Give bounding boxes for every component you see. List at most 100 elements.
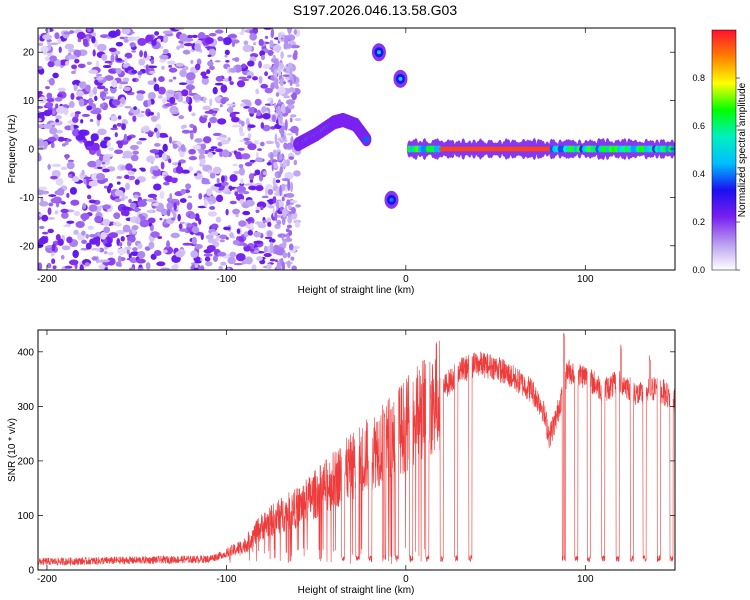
noise-speckle bbox=[226, 103, 236, 107]
noise-speckle bbox=[290, 206, 296, 214]
noise-speckle bbox=[96, 85, 106, 90]
noise-speckle bbox=[204, 110, 213, 114]
blob-core bbox=[376, 50, 381, 55]
noise-speckle bbox=[40, 196, 44, 203]
heatmap-x-tick-label: -200 bbox=[37, 274, 57, 285]
noise-speckle bbox=[57, 136, 65, 142]
noise-speckle bbox=[104, 178, 109, 183]
noise-speckle bbox=[229, 174, 238, 182]
noise-speckle bbox=[281, 235, 284, 241]
noise-speckle bbox=[72, 249, 79, 259]
noise-speckle bbox=[45, 101, 54, 108]
noise-speckle bbox=[286, 224, 292, 229]
noise-speckle bbox=[255, 88, 260, 95]
noise-speckle bbox=[95, 159, 101, 166]
noise-speckle bbox=[146, 155, 155, 163]
noise-speckle bbox=[284, 171, 294, 180]
noise-speckle bbox=[277, 32, 282, 42]
noise-speckle bbox=[79, 264, 84, 270]
noise-speckle bbox=[285, 193, 295, 198]
noise-speckle bbox=[39, 200, 49, 207]
noise-speckle bbox=[122, 209, 130, 217]
noise-speckle bbox=[166, 209, 171, 217]
noise-speckle bbox=[231, 124, 241, 128]
noise-speckle bbox=[88, 97, 93, 106]
noise-speckle bbox=[279, 184, 282, 197]
noise-speckle bbox=[263, 253, 272, 258]
noise-speckle bbox=[71, 64, 78, 70]
noise-speckle bbox=[275, 92, 280, 97]
noise-speckle bbox=[114, 198, 122, 203]
noise-speckle bbox=[106, 235, 111, 244]
noise-speckle bbox=[63, 224, 71, 228]
noise-speckle bbox=[90, 109, 101, 115]
noise-speckle bbox=[224, 49, 230, 56]
noise-speckle bbox=[136, 113, 145, 118]
noise-speckle bbox=[81, 230, 86, 236]
noise-speckle bbox=[131, 224, 139, 231]
noise-speckle bbox=[286, 132, 293, 136]
noise-speckle bbox=[281, 208, 287, 218]
noise-speckle bbox=[86, 28, 92, 33]
noise-speckle bbox=[198, 149, 206, 155]
noise-speckle bbox=[278, 139, 288, 143]
noise-speckle bbox=[99, 153, 103, 162]
noise-speckle bbox=[70, 199, 80, 206]
noise-speckle bbox=[220, 139, 230, 145]
noise-speckle bbox=[157, 236, 163, 239]
noise-speckle bbox=[249, 32, 257, 41]
noise-speckle bbox=[116, 122, 123, 127]
noise-speckle bbox=[50, 251, 55, 257]
noise-speckle bbox=[209, 206, 216, 210]
noise-speckle bbox=[229, 81, 234, 86]
noise-speckle bbox=[177, 213, 181, 222]
heatmap-y-tick-label: -20 bbox=[20, 241, 35, 252]
snr-y-axis-label: SNR (10 * v/v) bbox=[7, 418, 18, 482]
noise-speckle bbox=[124, 246, 132, 250]
noise-speckle bbox=[176, 166, 181, 171]
noise-speckle bbox=[180, 188, 186, 195]
noise-speckle bbox=[127, 36, 136, 42]
noise-speckle bbox=[131, 50, 136, 53]
noise-speckle bbox=[185, 183, 192, 190]
noise-speckle bbox=[179, 43, 185, 49]
noise-speckle bbox=[88, 233, 98, 238]
noise-speckle bbox=[66, 161, 75, 170]
noise-speckle bbox=[98, 264, 106, 270]
noise-speckle bbox=[181, 169, 190, 174]
noise-speckle bbox=[267, 97, 272, 102]
noise-speckle bbox=[99, 140, 109, 149]
heatmap-x-axis-label: Height of straight line (km) bbox=[298, 285, 415, 296]
noise-speckle bbox=[158, 95, 163, 99]
noise-speckle bbox=[167, 90, 176, 95]
noise-speckle bbox=[86, 176, 90, 185]
heatmap-y-tick-label: 20 bbox=[23, 48, 35, 59]
noise-speckle bbox=[217, 251, 227, 257]
noise-speckle bbox=[239, 198, 244, 205]
noise-speckle bbox=[253, 231, 262, 238]
noise-speckle bbox=[108, 182, 113, 189]
noise-speckle bbox=[61, 211, 69, 219]
noise-speckle bbox=[113, 212, 121, 220]
noise-speckle bbox=[95, 172, 106, 181]
noise-speckle bbox=[101, 165, 106, 169]
noise-speckle bbox=[281, 196, 285, 202]
noise-speckle bbox=[159, 190, 165, 200]
noise-speckle bbox=[232, 163, 238, 167]
noise-speckle bbox=[153, 83, 160, 92]
noise-speckle bbox=[140, 126, 150, 133]
noise-speckle bbox=[131, 69, 138, 74]
noise-speckle bbox=[88, 180, 99, 187]
noise-speckle bbox=[234, 190, 239, 197]
noise-speckle bbox=[202, 96, 207, 104]
noise-speckle bbox=[47, 207, 52, 215]
noise-speckle bbox=[172, 111, 180, 114]
noise-speckle bbox=[153, 183, 162, 191]
noise-speckle bbox=[96, 74, 103, 77]
noise-speckle bbox=[273, 102, 277, 108]
noise-speckle bbox=[207, 121, 211, 129]
noise-speckle bbox=[240, 99, 251, 103]
noise-speckle bbox=[226, 191, 232, 195]
colorbar-tick-label: 0.2 bbox=[692, 217, 705, 227]
